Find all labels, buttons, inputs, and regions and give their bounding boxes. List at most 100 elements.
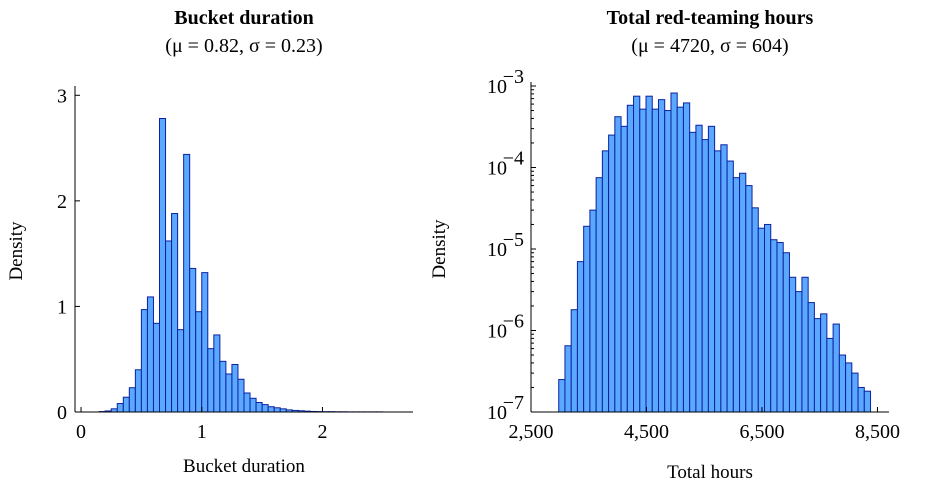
histogram-bar — [171, 213, 179, 413]
histogram-bar — [639, 108, 647, 413]
histogram-bar — [732, 177, 741, 413]
histogram-bar — [826, 337, 834, 413]
histogram-bar — [863, 390, 872, 413]
histogram-bar — [583, 225, 591, 413]
histogram-bar — [676, 106, 684, 413]
histogram-bar — [576, 261, 585, 413]
x-tick-label: 1 — [197, 421, 207, 443]
histogram-bar — [243, 392, 251, 413]
histogram-bar — [165, 240, 173, 413]
chart-subtitle: (μ = 4720, σ = 604) — [631, 35, 788, 57]
y-tick-label: 1 — [57, 296, 67, 318]
x-axis-label: Bucket duration — [183, 456, 305, 477]
y-tick-exponent: −3 — [503, 66, 524, 88]
histogram-bar — [249, 397, 257, 413]
chart-title: Total red-teaming hours — [607, 7, 814, 29]
histogram-bar — [670, 92, 678, 413]
y-tick-exponent: −6 — [503, 311, 524, 333]
histogram-bar — [152, 322, 161, 413]
histogram-bar — [751, 207, 759, 413]
histogram-bar — [707, 125, 716, 413]
histogram-bar — [267, 406, 275, 413]
histogram-bar — [633, 95, 641, 413]
y-tick-label: 3 — [57, 85, 67, 107]
bars — [558, 92, 872, 413]
histogram-bar — [195, 311, 203, 413]
histogram-bar — [701, 139, 709, 413]
histogram-bar — [851, 372, 859, 413]
y-axis-label: Density — [6, 221, 27, 281]
histogram-bar — [645, 95, 653, 413]
histogram-bar — [255, 402, 263, 413]
y-tick-label: 10 — [487, 321, 507, 343]
histogram-bar — [620, 125, 628, 413]
y-tick-label: 10 — [487, 158, 507, 180]
x-tick-label: 6,500 — [739, 421, 784, 443]
histogram-bar — [745, 185, 753, 413]
histogram-bar — [558, 379, 566, 413]
histogram-bar — [201, 272, 209, 413]
histogram-bar — [570, 309, 578, 413]
histogram-bar — [261, 404, 269, 413]
histogram-bar — [614, 116, 622, 413]
histogram-bar — [159, 118, 167, 413]
histogram-bar — [122, 396, 130, 413]
histogram-bar — [726, 160, 734, 413]
histogram-bar — [626, 104, 635, 413]
histogram-bar — [146, 296, 154, 413]
y-axis-label: Density — [429, 219, 450, 279]
histogram-bar — [714, 150, 722, 413]
x-tick-label: 2 — [317, 421, 327, 443]
histogram-bar — [608, 134, 616, 413]
histogram-bar — [231, 363, 239, 413]
histogram-bar — [764, 223, 772, 413]
x-axis-label: Total hours — [667, 462, 753, 483]
histogram-bar — [237, 378, 245, 413]
histogram-bar — [757, 227, 766, 413]
histogram-bar — [838, 354, 847, 413]
histogram-bar — [134, 369, 142, 413]
histogram-bar — [807, 302, 815, 413]
histogram-bar — [273, 407, 281, 413]
chart-subtitle: (μ = 0.82, σ = 0.23) — [165, 35, 322, 57]
histogram-bar — [782, 252, 790, 413]
x-tick-label: 4,500 — [624, 421, 669, 443]
histogram-bar — [225, 373, 233, 413]
histogram-bar — [564, 345, 572, 413]
histogram-bar — [776, 242, 784, 413]
histogram-bar — [664, 110, 672, 413]
y-tick-label: 10 — [487, 76, 507, 98]
histogram-bar — [651, 108, 660, 413]
histogram-bar — [845, 362, 853, 413]
histogram-bar — [689, 131, 697, 413]
histogram-bar — [601, 150, 610, 413]
bars — [98, 118, 384, 413]
chart-title: Bucket duration — [174, 7, 313, 29]
chart-1: Bucket duration (μ = 0.82, σ = 0.23) 0 1 2 0 1… — [6, 7, 413, 477]
histogram-bar — [795, 291, 803, 413]
y-tick-label: 2 — [57, 191, 67, 213]
y-tick-exponent: −5 — [503, 229, 524, 251]
histogram-bar — [695, 124, 703, 413]
histogram-bar — [801, 276, 809, 413]
y-tick-exponent: −4 — [503, 148, 524, 170]
histogram-bar — [213, 334, 221, 413]
chart-2: Total red-teaming hours (μ = 4720, σ = 60… — [429, 7, 900, 483]
histogram-bar — [770, 239, 778, 413]
histogram-bar — [589, 209, 597, 413]
histogram-bar — [820, 313, 828, 413]
y-tick-label: 10 — [487, 239, 507, 261]
histogram-bar — [207, 348, 215, 413]
histogram-bar — [116, 403, 124, 413]
y-tick-label: 0 — [57, 402, 67, 424]
histogram-bar — [128, 387, 136, 413]
histogram-bar — [219, 360, 227, 413]
histogram-bar — [832, 323, 840, 413]
histogram-bar — [682, 102, 691, 413]
y-tick-exponent: −7 — [503, 392, 524, 414]
histogram-bar — [183, 153, 191, 413]
x-tick-label: 2,500 — [509, 421, 554, 443]
histogram-bar — [813, 318, 822, 413]
x-tick-label: 0 — [76, 421, 86, 443]
